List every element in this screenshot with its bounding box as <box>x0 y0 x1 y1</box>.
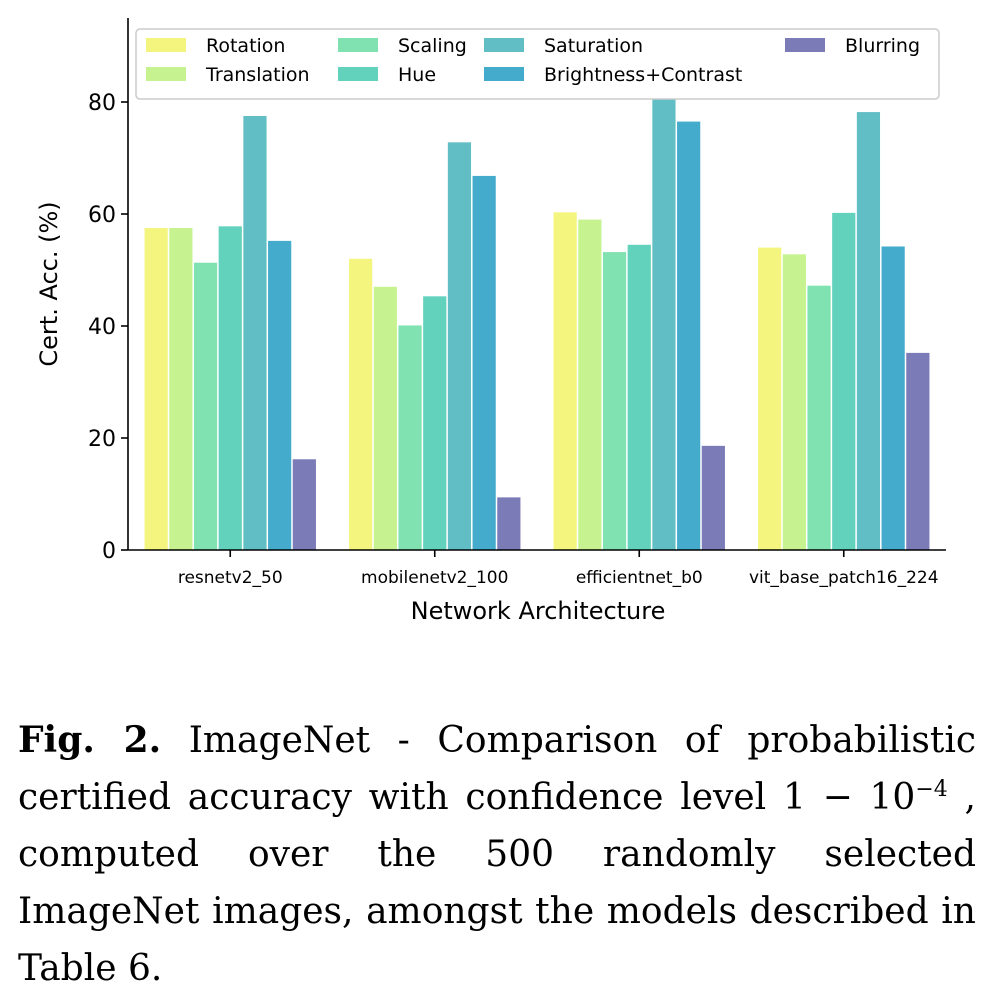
x-ticks: resnetv2_50 mobilenetv2_100 efficientnet_b… <box>178 550 939 588</box>
bar-translation-resnetv2-50 <box>169 228 193 550</box>
figure-caption: Fig. 2. ImageNet - Comparison of probabi… <box>18 712 976 997</box>
legend-label: Translation <box>205 64 310 86</box>
caption-superscript: −4 <box>915 777 948 802</box>
y-axis-label: Cert. Acc. (%) <box>35 201 63 366</box>
legend-swatch <box>484 67 524 81</box>
legend: Rotation Translation Scaling Hue Saturation B… <box>135 28 940 100</box>
bar-hue-vit-base-patch16-224 <box>832 212 856 550</box>
legend-swatch <box>338 67 378 81</box>
axes <box>127 18 946 551</box>
bar-translation-mobilenetv2-100 <box>373 286 397 550</box>
legend-label: Blurring <box>845 35 920 57</box>
x-tick-label: efficientnet_b0 <box>576 568 703 588</box>
bar-hue-mobilenetv2-100 <box>423 296 447 550</box>
legend-label: Brightness+Contrast <box>544 64 742 86</box>
x-axis-label: Network Architecture <box>411 597 666 625</box>
y-tick-label: 20 <box>88 427 116 452</box>
bar-group <box>144 99 930 551</box>
legend-label: Rotation <box>206 35 285 57</box>
bar-brightness-contrast-efficientnet-b0 <box>677 121 701 550</box>
bar-rotation-vit-base-patch16-224 <box>758 247 782 550</box>
bar-blurring-mobilenetv2-100 <box>497 497 521 550</box>
legend-swatch <box>484 38 524 52</box>
legend-label: Saturation <box>544 35 643 57</box>
legend-swatch <box>338 38 378 52</box>
y-tick-label: 40 <box>88 315 116 340</box>
bar-brightness-contrast-mobilenetv2-100 <box>472 175 496 551</box>
legend-swatch <box>785 38 825 52</box>
y-ticks: 0 20 40 60 80 <box>88 91 128 564</box>
figure-label: Fig. 2. <box>18 719 162 761</box>
bar-scaling-vit-base-patch16-224 <box>807 285 831 550</box>
bar-brightness-contrast-resnetv2-50 <box>268 240 292 550</box>
caption-text-end: , computed over the 500 randomly selecte… <box>18 777 976 989</box>
bar-blurring-resnetv2-50 <box>292 459 316 550</box>
bar-rotation-efficientnet-b0 <box>553 212 577 550</box>
bar-brightness-contrast-vit-base-patch16-224 <box>881 246 905 551</box>
caption-text: ImageNet - Comparison of probabilistic c… <box>18 720 977 818</box>
legend-swatch <box>146 67 186 81</box>
x-tick-label: resnetv2_50 <box>178 568 283 588</box>
bar-blurring-efficientnet-b0 <box>701 445 725 550</box>
bar-saturation-mobilenetv2-100 <box>447 142 472 550</box>
legend-label: Scaling <box>398 35 467 57</box>
y-tick-label: 80 <box>88 91 116 116</box>
x-tick-label: vit_base_patch16_224 <box>749 568 939 588</box>
y-tick-label: 60 <box>88 203 116 228</box>
bar-translation-efficientnet-b0 <box>578 219 602 550</box>
bar-rotation-resnetv2-50 <box>144 228 168 550</box>
x-tick-label: mobilenetv2_100 <box>361 568 508 588</box>
bar-hue-resnetv2-50 <box>218 226 242 550</box>
bar-hue-efficientnet-b0 <box>627 244 651 551</box>
bar-saturation-vit-base-patch16-224 <box>856 112 881 550</box>
bar-scaling-efficientnet-b0 <box>602 252 627 550</box>
bar-translation-vit-base-patch16-224 <box>782 254 806 550</box>
bar-rotation-mobilenetv2-100 <box>349 258 373 550</box>
bar-scaling-resnetv2-50 <box>193 262 218 550</box>
bar-saturation-resnetv2-50 <box>243 116 267 550</box>
bar-chart: 0 20 40 60 80 resnetv2_50 mobilenetv2_100 effi… <box>35 18 946 625</box>
bar-scaling-mobilenetv2-100 <box>398 325 422 550</box>
legend-label: Hue <box>398 64 436 86</box>
legend-swatch <box>146 38 186 52</box>
legend-frame <box>135 28 940 100</box>
y-tick-label: 0 <box>102 539 116 564</box>
bar-blurring-vit-base-patch16-224 <box>906 352 930 550</box>
bar-saturation-efficientnet-b0 <box>652 99 676 550</box>
